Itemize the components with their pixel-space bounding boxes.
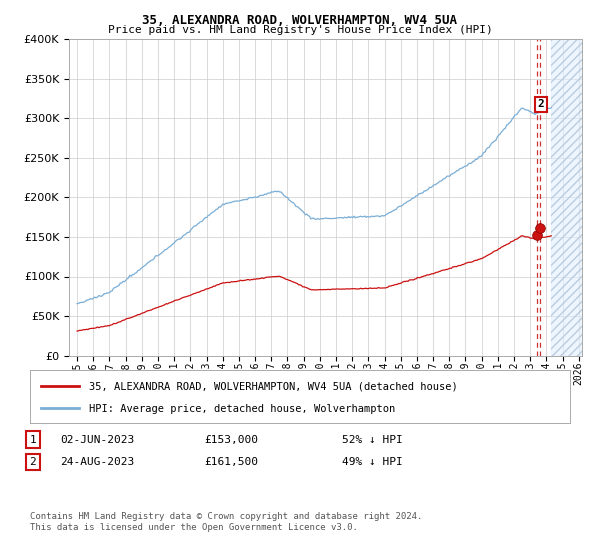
Text: Contains HM Land Registry data © Crown copyright and database right 2024.
This d: Contains HM Land Registry data © Crown c… [30, 512, 422, 532]
Text: 35, ALEXANDRA ROAD, WOLVERHAMPTON, WV4 5UA (detached house): 35, ALEXANDRA ROAD, WOLVERHAMPTON, WV4 5… [89, 381, 458, 391]
Text: 1: 1 [29, 435, 37, 445]
Text: 35, ALEXANDRA ROAD, WOLVERHAMPTON, WV4 5UA: 35, ALEXANDRA ROAD, WOLVERHAMPTON, WV4 5… [143, 14, 458, 27]
Text: 49% ↓ HPI: 49% ↓ HPI [342, 457, 403, 467]
Text: Price paid vs. HM Land Registry's House Price Index (HPI): Price paid vs. HM Land Registry's House … [107, 25, 493, 35]
Bar [551, 39, 590, 356]
Bar [551, 39, 590, 356]
Text: 2: 2 [29, 457, 37, 467]
Text: 24-AUG-2023: 24-AUG-2023 [60, 457, 134, 467]
Text: 52% ↓ HPI: 52% ↓ HPI [342, 435, 403, 445]
Text: £161,500: £161,500 [204, 457, 258, 467]
Text: 2: 2 [538, 100, 544, 109]
Text: £153,000: £153,000 [204, 435, 258, 445]
Text: HPI: Average price, detached house, Wolverhampton: HPI: Average price, detached house, Wolv… [89, 404, 395, 414]
Text: 02-JUN-2023: 02-JUN-2023 [60, 435, 134, 445]
